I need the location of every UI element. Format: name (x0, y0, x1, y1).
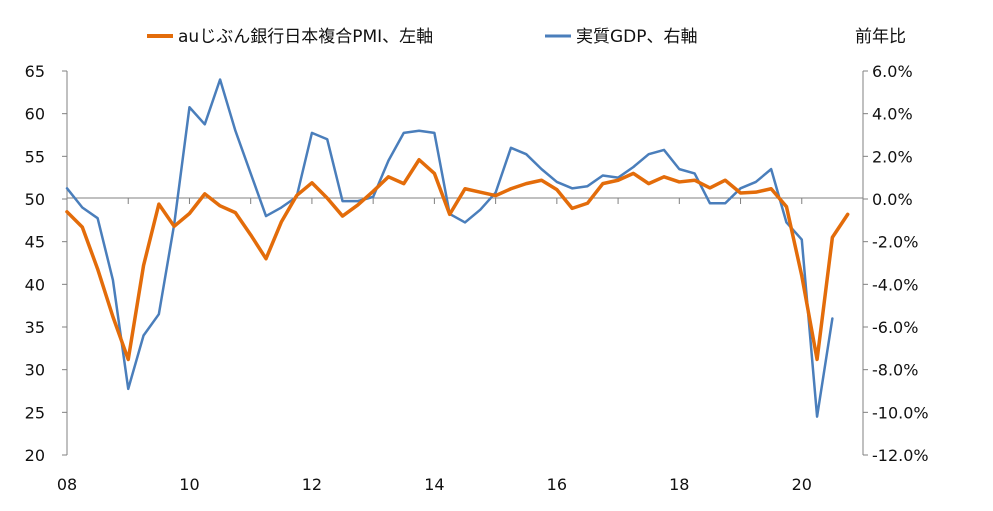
right-tick-label: 0.0% (872, 190, 913, 209)
right-tick-label: -10.0% (872, 403, 929, 422)
left-tick-label: 20 (25, 446, 45, 465)
x-axis-ticks: 08 10 12 14 16 18 20 (57, 198, 864, 494)
x-tick-label: 18 (669, 475, 689, 494)
left-tick-label: 35 (25, 318, 45, 337)
right-tick-label: -6.0% (872, 318, 918, 337)
left-tick-label: 25 (25, 403, 45, 422)
left-tick-label: 65 (25, 62, 45, 81)
legend: auじぶん銀行日本複合PMI、左軸 実質GDP、右軸 前年比 (147, 27, 906, 47)
x-tick-label: 20 (792, 475, 812, 494)
right-tick-label: -2.0% (872, 233, 918, 252)
left-tick-label: 50 (25, 190, 45, 209)
series-layer (65, 78, 850, 418)
x-tick-label: 10 (179, 475, 199, 494)
right-axis-ticks: 6.0% 4.0% 2.0% 0.0% -2.0% -4.0% -6.0% -8.0% -10.… (863, 62, 929, 465)
series-line-pmi (65, 158, 850, 362)
left-axis-ticks: 20 25 30 35 40 45 50 55 60 65 (25, 62, 67, 465)
left-tick-label: 55 (25, 147, 45, 166)
x-tick-label: 14 (424, 475, 444, 494)
right-tick-label: -12.0% (872, 446, 929, 465)
right-tick-label: -4.0% (872, 275, 918, 294)
right-axis-title: 前年比 (855, 27, 906, 47)
right-tick-label: -8.0% (872, 361, 918, 380)
x-tick-label: 08 (57, 475, 77, 494)
right-tick-label: 2.0% (872, 147, 913, 166)
left-tick-label: 30 (25, 361, 45, 380)
left-tick-label: 60 (25, 105, 45, 124)
x-tick-label: 12 (302, 475, 322, 494)
left-tick-label: 45 (25, 233, 45, 252)
legend-label-pmi: auじぶん銀行日本複合PMI、左軸 (178, 27, 433, 47)
right-tick-label: 6.0% (872, 62, 913, 81)
right-tick-label: 4.0% (872, 105, 913, 124)
left-tick-label: 40 (25, 275, 45, 294)
legend-label-gdp: 実質GDP、右軸 (576, 27, 698, 47)
series-line-gdp (65, 78, 834, 418)
x-tick-label: 16 (547, 475, 567, 494)
